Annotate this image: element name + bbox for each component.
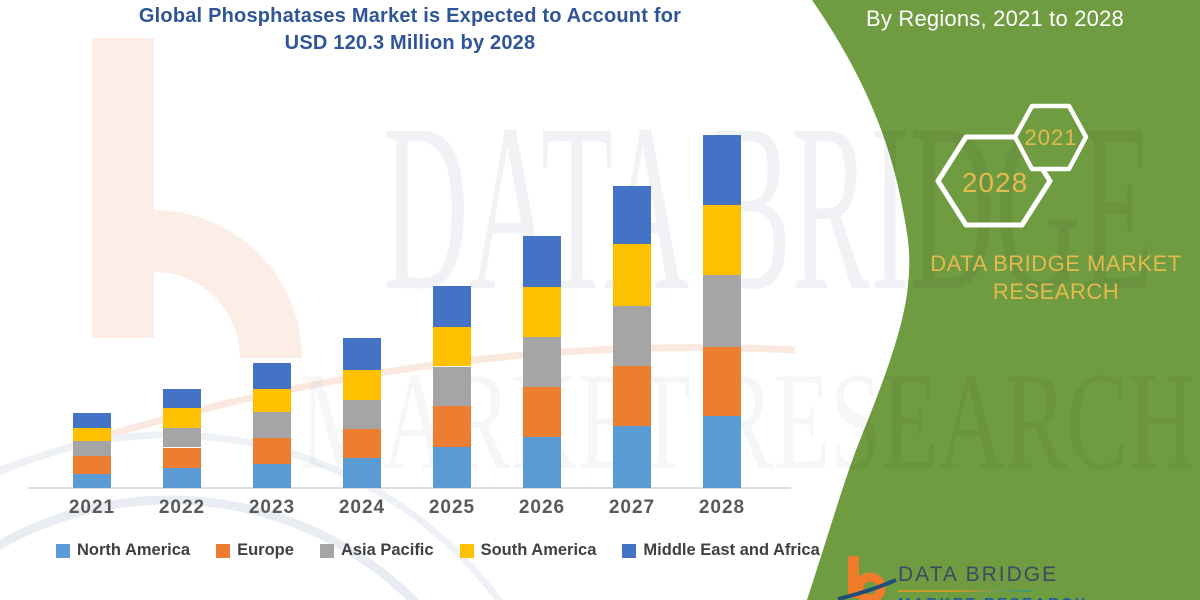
panel-brand-line2: RESEARCH	[992, 279, 1120, 304]
chart-legend: North America Europe Asia Pacific South Ame…	[56, 541, 820, 560]
watermark-swoosh	[0, 344, 796, 474]
footer-logo-brand: DATA BRIDGE	[898, 563, 1059, 586]
legend-label: Europe	[237, 541, 294, 559]
bar-segment-2026-north-america	[523, 437, 561, 488]
bar-segment-2027-middle-east-and-africa	[613, 185, 651, 245]
bar-segment-2025-north-america	[433, 446, 471, 488]
bar-segment-2023-middle-east-and-africa	[253, 363, 291, 389]
legend-swatch	[319, 543, 334, 558]
hexagon-2021-label: 2021	[1024, 125, 1078, 150]
bar-segment-2024-europe	[343, 428, 381, 459]
bar-segment-2028-north-america	[703, 416, 741, 488]
bar-segment-2028-south-america	[703, 205, 741, 276]
bar-segment-2023-south-america	[253, 388, 291, 412]
bar-segment-2028-europe	[703, 346, 741, 417]
chart-title: Global Phosphatases Market is Expected t…	[0, 3, 820, 57]
bar-segment-2023-europe	[253, 438, 291, 464]
watermark-logo-b	[0, 38, 796, 474]
x-axis-label-2025: 2025	[428, 497, 476, 518]
bar-segment-2026-europe	[523, 387, 561, 438]
x-axis-label-2021: 2021	[68, 497, 116, 518]
panel-heading: By Regions, 2021 to 2028	[866, 6, 1124, 31]
legend-swatch	[459, 543, 474, 558]
legend-label: Asia Pacific	[340, 541, 434, 559]
legend-label: North America	[77, 541, 191, 559]
x-axis-label-2024: 2024	[338, 497, 386, 518]
bar-segment-2021-asia-pacific	[73, 441, 111, 456]
bar-segment-2026-south-america	[523, 286, 561, 337]
legend-item-europe: Europe	[216, 541, 294, 560]
bar-segment-2022-europe	[163, 447, 201, 468]
x-axis-label-2022: 2022	[158, 497, 206, 518]
bar-segment-2028-middle-east-and-africa	[703, 135, 741, 206]
bar-segment-2021-south-america	[73, 427, 111, 442]
bar-segment-2022-asia-pacific	[163, 428, 201, 448]
footer-logo-b-icon	[838, 556, 897, 600]
bar-segment-2026-middle-east-and-africa	[523, 235, 561, 287]
legend-item-south-america: South America	[459, 541, 597, 560]
legend-label: South America	[480, 541, 597, 559]
bar-segment-2022-south-america	[163, 408, 201, 429]
chart-title-line1: Global Phosphatases Market is Expected t…	[138, 5, 682, 27]
bar-segment-2025-asia-pacific	[433, 366, 471, 406]
legend-swatch	[216, 543, 231, 558]
bar-segment-2027-europe	[613, 365, 651, 426]
hexagon-2028	[935, 134, 1053, 228]
bar-segment-2027-south-america	[613, 244, 651, 307]
bar-segment-2021-europe	[73, 456, 111, 474]
legend-swatch	[622, 543, 637, 558]
watermark-arc	[0, 495, 420, 600]
x-axis-label-2027: 2027	[608, 497, 656, 518]
bar-segment-2028-asia-pacific	[703, 275, 741, 347]
legend-swatch	[56, 543, 70, 558]
x-axis-label-2028: 2028	[698, 497, 746, 518]
bar-segment-2025-middle-east-and-africa	[433, 285, 471, 327]
panel-brand-line1: DATA BRIDGE MARKET	[930, 251, 1182, 276]
bar-segment-2027-north-america	[613, 425, 651, 488]
x-axis-label-2023: 2023	[248, 497, 296, 518]
legend-item-middle-east-and-africa: Middle East and Africa	[622, 541, 820, 560]
x-axis-line	[28, 487, 791, 489]
bar-segment-2024-asia-pacific	[343, 400, 381, 429]
side-panel-shape	[807, 0, 1200, 600]
bar-segment-2024-middle-east-and-africa	[343, 337, 381, 371]
bar-segment-2021-middle-east-and-africa	[73, 412, 111, 428]
legend-label: Middle East and Africa	[643, 541, 820, 559]
legend-item-asia-pacific: Asia Pacific	[319, 541, 434, 560]
bar-segment-2025-europe	[433, 405, 471, 447]
x-axis-label-2026: 2026	[518, 497, 566, 518]
bar-segment-2024-south-america	[343, 370, 381, 400]
hexagon-2028-label: 2028	[961, 167, 1029, 198]
bar-segment-2025-south-america	[433, 326, 471, 367]
bar-segment-2026-asia-pacific	[523, 336, 561, 388]
hexagon-2021	[1012, 103, 1089, 172]
bar-segment-2027-asia-pacific	[613, 306, 651, 366]
bar-segment-2023-asia-pacific	[253, 411, 291, 439]
bar-segment-2024-north-america	[343, 458, 381, 488]
footer-logo-divider	[898, 590, 1032, 592]
footer-logo-subbrand: MARKET RESEARCH	[898, 595, 1088, 600]
bar-segment-2023-north-america	[253, 463, 291, 488]
bar-segment-2022-middle-east-and-africa	[163, 388, 201, 409]
bar-segment-2022-north-america	[163, 468, 201, 488]
legend-item-north-america: North America	[56, 541, 190, 560]
chart-title-line2: USD 120.3 Million by 2028	[284, 32, 536, 54]
bar-segment-2021-north-america	[73, 473, 111, 488]
